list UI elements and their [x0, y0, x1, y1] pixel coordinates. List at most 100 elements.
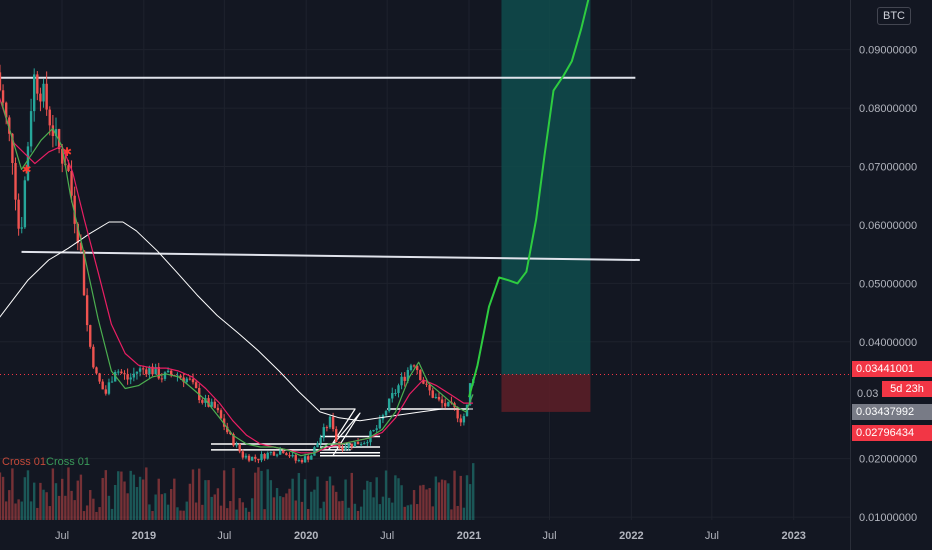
- volume-bar: [120, 471, 123, 520]
- axis-separator: [850, 0, 851, 550]
- stop-zone[interactable]: [501, 374, 591, 412]
- currency-badge[interactable]: BTC: [877, 7, 911, 25]
- volume-bar: [450, 509, 453, 520]
- volume-bar: [129, 470, 132, 520]
- volume-bar: [76, 480, 79, 520]
- volume-bar: [39, 482, 42, 520]
- volume-bar: [278, 496, 282, 520]
- volume-bar: [381, 496, 385, 520]
- candle-body: [288, 455, 291, 457]
- candle-body: [307, 456, 310, 460]
- volume-bar: [459, 475, 462, 520]
- candle-body: [141, 368, 145, 370]
- volume-bar: [4, 501, 8, 520]
- price-axis[interactable]: 0.09000000 0.08000000 0.07000000 0.06000000…: [859, 45, 917, 524]
- volume-bar: [135, 487, 139, 520]
- candle-body: [260, 454, 263, 461]
- y-tick-label: 0.04000000: [859, 337, 917, 349]
- volume-bar: [23, 477, 27, 520]
- candle-body: [51, 125, 55, 137]
- volume-bar: [85, 505, 89, 520]
- candle-body: [456, 407, 459, 419]
- candle-body: [294, 454, 297, 461]
- volume-bar: [244, 507, 248, 520]
- candle-body: [104, 389, 108, 394]
- candle-body: [269, 451, 273, 453]
- volume-bar: [335, 491, 338, 520]
- volume-bar: [226, 508, 229, 520]
- candle-body: [14, 163, 17, 200]
- volume-bar: [294, 500, 297, 520]
- volume-bar: [341, 500, 344, 520]
- volume-bar: [117, 471, 120, 520]
- candle-body: [54, 129, 58, 137]
- volume-bar: [325, 480, 329, 520]
- candle-body: [29, 111, 33, 147]
- volume-bar: [0, 472, 2, 520]
- position-tool[interactable]: [0, 0, 850, 412]
- volume-bar: [437, 482, 441, 520]
- volume-bar: [307, 508, 310, 520]
- candle-body: [179, 375, 182, 378]
- volume-bar: [216, 488, 220, 520]
- volume-bar: [204, 480, 207, 520]
- volume-bar: [347, 507, 350, 520]
- volume-bar: [26, 470, 30, 520]
- target-zone[interactable]: [501, 0, 591, 375]
- y-tick-label: 0.07000000: [859, 162, 917, 174]
- candle-body: [67, 165, 70, 171]
- volume-bar: [303, 479, 307, 520]
- candle-body: [313, 447, 316, 456]
- y-tick-label: 0.02000000: [859, 454, 917, 466]
- volume-bar: [185, 501, 188, 520]
- candle-body: [238, 444, 241, 452]
- candle-body: [459, 418, 462, 423]
- moving-averages: [0, 97, 474, 457]
- candle-body: [201, 400, 204, 403]
- volume-bar: [369, 482, 372, 520]
- y-tick-label: 0.06000000: [859, 220, 917, 232]
- bar-countdown-tag: 5d 23h: [882, 381, 932, 397]
- volume-bar: [328, 476, 332, 520]
- candle-body: [241, 451, 245, 458]
- candle-body: [20, 227, 23, 229]
- volume-bar: [384, 470, 388, 520]
- volume-bar: [42, 489, 45, 520]
- candle-body: [232, 434, 235, 446]
- time-axis[interactable]: Jul 2019 Jul 2020 Jul 2021 Jul 2022 Jul 2023: [55, 530, 806, 542]
- volume-bar: [350, 472, 353, 520]
- candle-body: [335, 429, 338, 442]
- volume-bar: [123, 481, 126, 520]
- volume-bar: [104, 470, 108, 520]
- candle-body: [372, 429, 375, 432]
- candle-body: [98, 373, 101, 382]
- candle-body: [412, 365, 416, 367]
- candle-body: [319, 437, 322, 444]
- candle-body: [247, 455, 251, 461]
- volume-bar: [70, 490, 73, 520]
- volume-bars: [0, 463, 475, 520]
- volume-bar: [138, 476, 142, 520]
- projection-path[interactable]: [468, 0, 590, 398]
- volume-bar: [17, 499, 20, 520]
- candle-body: [431, 390, 434, 398]
- volume-bar: [247, 511, 251, 520]
- volume-bar: [338, 501, 341, 520]
- candle-body: [45, 83, 48, 110]
- candle-body: [403, 376, 406, 381]
- x-tick-label: 2020: [294, 530, 318, 542]
- volume-bar: [107, 495, 111, 520]
- candle-body: [95, 367, 98, 374]
- candle-body: [428, 384, 431, 391]
- horizontal-line-2[interactable]: [21, 250, 640, 261]
- volume-bar: [48, 506, 51, 520]
- volume-bar: [372, 497, 375, 520]
- volume-bar: [95, 511, 98, 520]
- volume-bar: [113, 484, 117, 520]
- volume-bar: [8, 490, 11, 520]
- candle-body: [76, 223, 79, 244]
- candle-body: [1, 90, 5, 103]
- volume-bar: [310, 491, 313, 520]
- volume-bar: [412, 490, 416, 520]
